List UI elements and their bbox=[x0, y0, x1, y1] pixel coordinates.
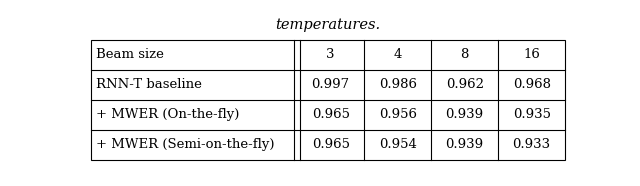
Text: 0.965: 0.965 bbox=[312, 138, 349, 151]
Text: 0.968: 0.968 bbox=[513, 78, 550, 91]
Text: 8: 8 bbox=[461, 48, 469, 61]
Text: + MWER (On-the-fly): + MWER (On-the-fly) bbox=[96, 108, 239, 121]
Text: 0.933: 0.933 bbox=[513, 138, 551, 151]
Text: 4: 4 bbox=[394, 48, 402, 61]
Text: 16: 16 bbox=[524, 48, 540, 61]
Text: 0.962: 0.962 bbox=[445, 78, 484, 91]
Text: 0.997: 0.997 bbox=[312, 78, 349, 91]
Text: 0.986: 0.986 bbox=[379, 78, 417, 91]
Text: 0.965: 0.965 bbox=[312, 108, 349, 121]
Text: RNN-T baseline: RNN-T baseline bbox=[96, 78, 202, 91]
Text: Beam size: Beam size bbox=[96, 48, 164, 61]
Text: 0.954: 0.954 bbox=[379, 138, 417, 151]
Text: 0.939: 0.939 bbox=[445, 138, 484, 151]
Text: 0.956: 0.956 bbox=[379, 108, 417, 121]
Text: 3: 3 bbox=[326, 48, 335, 61]
Text: 0.939: 0.939 bbox=[445, 108, 484, 121]
Text: temperatures.: temperatures. bbox=[275, 18, 381, 32]
Text: 0.935: 0.935 bbox=[513, 108, 550, 121]
Text: + MWER (Semi-on-the-fly): + MWER (Semi-on-the-fly) bbox=[96, 138, 275, 151]
